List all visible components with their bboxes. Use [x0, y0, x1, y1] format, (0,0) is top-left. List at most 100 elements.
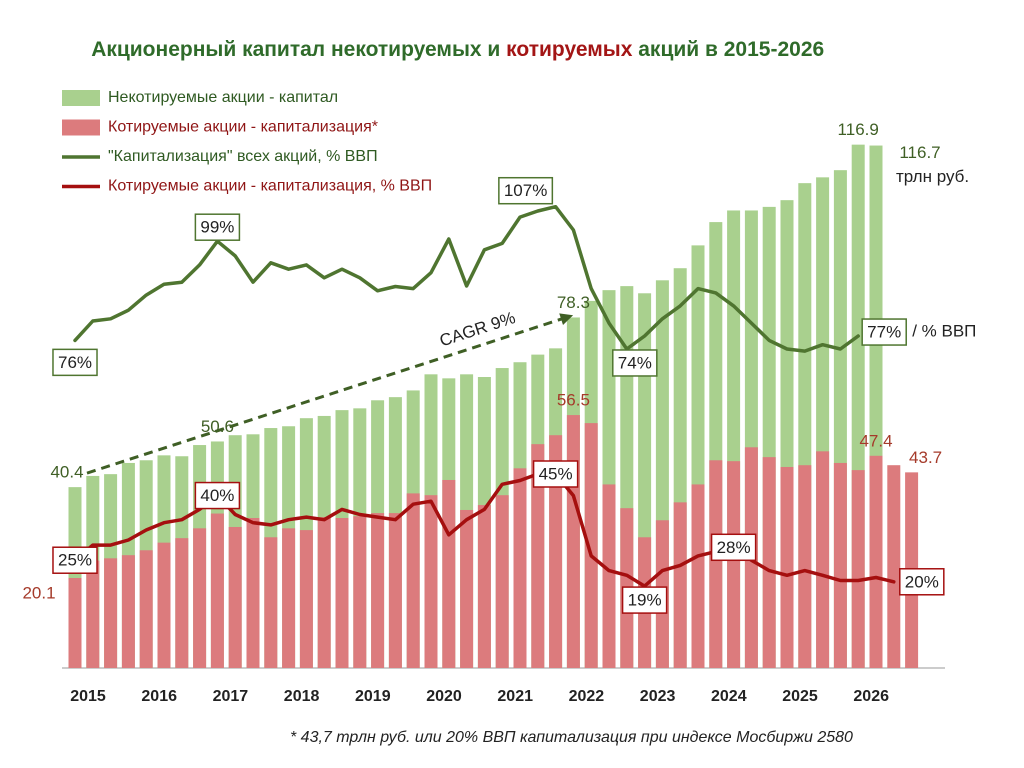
- bar: [317, 517, 331, 668]
- legend-swatch: [62, 119, 100, 136]
- x-tick-label: 2018: [284, 688, 320, 705]
- legend-label: "Капитализация" всех акций, % ВВП: [108, 148, 378, 165]
- bar: [442, 479, 456, 668]
- x-tick-label: 2026: [853, 688, 889, 705]
- bar: [157, 542, 171, 668]
- x-tick-label: 2022: [569, 688, 605, 705]
- x-tick-label: 2017: [213, 688, 249, 705]
- bar: [495, 495, 509, 668]
- annotation: / % ВВП: [912, 322, 976, 341]
- line-value-label: 25%: [52, 546, 98, 574]
- value-label: 20.1: [22, 583, 55, 602]
- bar: [282, 528, 296, 668]
- value-label: 74%: [618, 353, 652, 372]
- bar: [121, 555, 135, 668]
- line-value-label: 45%: [532, 460, 579, 488]
- title-part: Акционерный капитал некотируемых и: [91, 38, 506, 61]
- legend-label: Котируемые акции - капитализация, % ВВП: [108, 178, 432, 195]
- line-value-label: 19%: [621, 586, 668, 614]
- bar: [68, 578, 82, 668]
- bar: [424, 495, 438, 668]
- bar: [477, 505, 491, 668]
- bar: [388, 513, 402, 668]
- bar: [566, 415, 580, 668]
- bar: [602, 484, 616, 668]
- label-box: [194, 481, 241, 510]
- value-label: 50.6: [201, 417, 234, 436]
- bar: [86, 560, 100, 668]
- x-tick-label: 2024: [711, 688, 747, 705]
- bar: [709, 460, 723, 668]
- x-tick-label: 2019: [355, 688, 391, 705]
- line-value-label: 20%: [899, 568, 945, 596]
- bar: [353, 516, 367, 668]
- legend-label: Некотируемые акции - капитал: [108, 89, 338, 106]
- value-label: 107%: [504, 181, 547, 200]
- bar: [673, 502, 687, 668]
- bar: [104, 558, 118, 668]
- bar: [513, 468, 527, 668]
- bar: [691, 484, 705, 668]
- bar: [299, 530, 313, 668]
- label-box: [899, 568, 945, 596]
- bar: [371, 513, 385, 668]
- x-tick-label: 2016: [141, 688, 177, 705]
- value-label: 78.3: [557, 293, 590, 312]
- bar: [727, 461, 741, 668]
- value-label: 76%: [58, 353, 92, 372]
- x-tick-label: 2023: [640, 688, 676, 705]
- value-label: 40.4: [50, 463, 83, 482]
- label-box: [621, 586, 668, 614]
- bar: [851, 470, 865, 668]
- value-label: 40%: [200, 486, 234, 505]
- value-label: 99%: [200, 218, 234, 237]
- value-label: 20%: [905, 572, 939, 591]
- bar: [869, 455, 883, 668]
- value-label: 116.9: [838, 120, 879, 139]
- bar: [139, 550, 153, 668]
- label-box: [532, 460, 579, 488]
- value-label: 77%: [867, 323, 901, 342]
- label-box: [194, 213, 241, 241]
- bar: [460, 509, 474, 668]
- line-value-label: 28%: [710, 533, 757, 562]
- title-part: котируемых: [506, 38, 633, 61]
- bar: [228, 526, 242, 668]
- bar: [246, 518, 260, 668]
- label-box: [612, 349, 658, 377]
- value-label: 56.5: [557, 391, 590, 410]
- bar: [549, 435, 563, 668]
- line-value-label: 99%: [194, 213, 241, 241]
- x-tick-label: 2025: [782, 688, 818, 705]
- cagr-arrowhead: [559, 313, 574, 325]
- bar: [531, 444, 545, 668]
- bar: [762, 457, 776, 668]
- bar: [264, 537, 278, 668]
- bar: [193, 528, 207, 668]
- line-value-label: 74%: [612, 349, 658, 377]
- annotation: трлн руб.: [896, 167, 969, 186]
- line-value-label: 77%: [861, 318, 907, 346]
- chart-title: Акционерный капитал некотируемых и котир…: [62, 38, 842, 61]
- value-label: 43.7: [909, 448, 942, 467]
- bar: [780, 466, 794, 668]
- bar: [798, 465, 812, 668]
- line: [73, 204, 860, 353]
- bar: [175, 538, 189, 668]
- value-label: 28%: [717, 538, 751, 557]
- bar: [406, 493, 420, 668]
- bar: [833, 462, 847, 668]
- label-box: [52, 546, 98, 574]
- line-value-label: 107%: [498, 176, 554, 205]
- footnote: * 43,7 трлн руб. или 20% ВВП капитализац…: [290, 729, 853, 746]
- line-value-label: 76%: [52, 348, 98, 377]
- label-box: [710, 533, 757, 562]
- value-label: 116.7: [899, 143, 940, 162]
- label-box: [52, 348, 98, 377]
- cagr-arrow: [86, 316, 565, 475]
- label-box: [498, 176, 554, 205]
- bar: [584, 423, 598, 668]
- x-tick-label: 2021: [497, 688, 533, 705]
- value-label: 25%: [58, 551, 92, 570]
